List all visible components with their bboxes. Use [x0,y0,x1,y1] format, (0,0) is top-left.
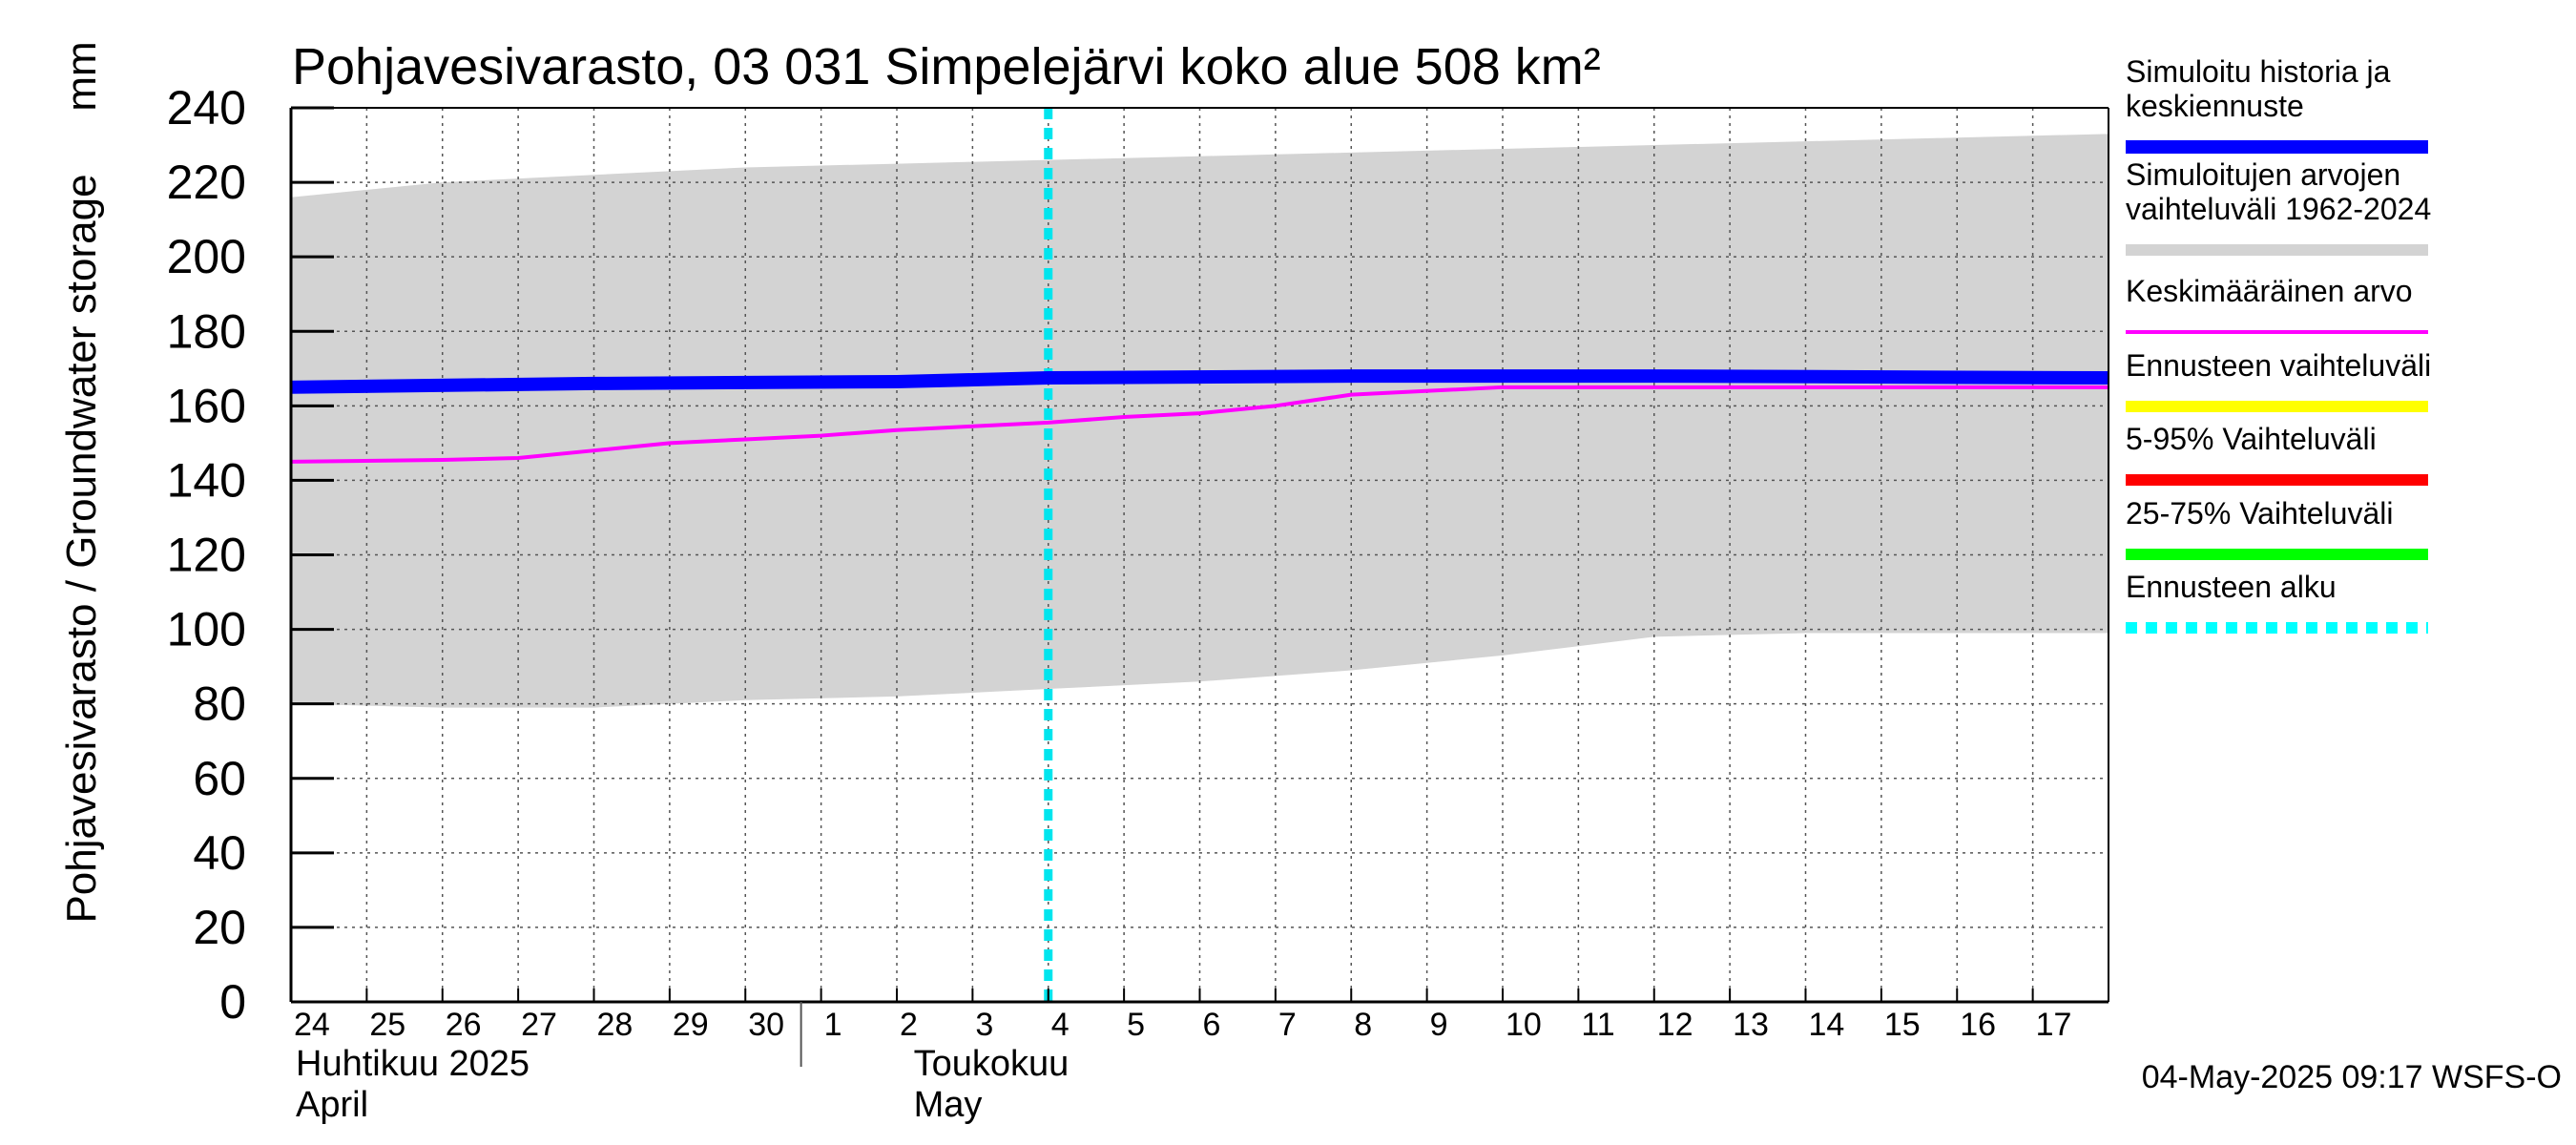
y-axis-label: Pohjavesivarasto / Groundwater storage [58,174,105,923]
x-tick-label: 7 [1278,1007,1297,1043]
legend-label: Ennusteen vaihteluväli [2126,348,2431,383]
series-layer [290,108,2109,1002]
x-tick-label: 30 [748,1007,784,1043]
x-tick-label: 1 [824,1007,842,1043]
x-tick-label: 14 [1809,1007,1845,1043]
x-tick-label: 29 [673,1007,709,1043]
month-label-en: May [914,1085,983,1125]
x-tick-label: 25 [369,1007,405,1043]
month-label-en: April [296,1085,368,1125]
x-tick-label: 15 [1884,1007,1921,1043]
x-tick-label: 28 [597,1007,634,1043]
y-tick-label: 180 [167,304,246,358]
y-tick-label: 60 [193,752,246,805]
x-tick-label: 3 [975,1007,993,1043]
y-tick-label: 240 [167,81,246,135]
month-label-fi: Toukokuu [914,1044,1070,1084]
x-tick-label: 8 [1354,1007,1372,1043]
x-tick-label: 4 [1051,1007,1070,1043]
x-tick-label: 9 [1430,1007,1448,1043]
legend-label: Simuloitu historia ja [2126,54,2391,89]
y-tick-label: 140 [167,453,246,507]
x-tick-label: 6 [1203,1007,1221,1043]
y-tick-label: 80 [193,677,246,731]
y-tick-label: 220 [167,156,246,209]
x-tick-label: 24 [294,1007,330,1043]
legend-label: Simuloitujen arvojen [2126,157,2400,192]
y-axis-unit: mm [58,41,105,111]
y-tick-label: 100 [167,603,246,656]
legend-label: keskiennuste [2126,89,2304,123]
x-tick-label: 5 [1127,1007,1145,1043]
y-tick-label: 200 [167,230,246,283]
month-label-fi: Huhtikuu 2025 [296,1044,530,1084]
legend-label: 25-75% Vaihteluväli [2126,496,2393,531]
x-tick-label: 13 [1733,1007,1769,1043]
x-tick-label: 26 [446,1007,482,1043]
average-value-line [290,385,2109,464]
x-tick-label: 12 [1657,1007,1693,1043]
y-tick-label: 20 [193,901,246,954]
legend-label: vaihteluväli 1962-2024 [2126,192,2431,226]
y-tick-label: 120 [167,529,246,582]
legend-label: Keskimääräinen arvo [2126,274,2413,308]
y-tick-label: 40 [193,826,246,880]
axes-layer [289,106,2109,1067]
x-tick-label: 10 [1506,1007,1542,1043]
y-tick-label: 0 [219,975,246,1029]
x-tick-label: 17 [2036,1007,2072,1043]
x-tick-label: 27 [521,1007,557,1043]
legend-label: Ennusteen alku [2126,570,2337,604]
legend-label: 5-95% Vaihteluväli [2126,422,2377,456]
y-tick-label: 160 [167,379,246,432]
x-tick-label: 2 [900,1007,918,1043]
simulated-history-line [290,369,2109,394]
x-tick-label: 16 [1960,1007,1996,1043]
x-tick-label: 11 [1581,1007,1614,1043]
timestamp-footer: 04-May-2025 09:17 WSFS-O [2142,1059,2562,1095]
chart-title: Pohjavesivarasto, 03 031 Simpelejärvi ko… [292,38,1601,95]
